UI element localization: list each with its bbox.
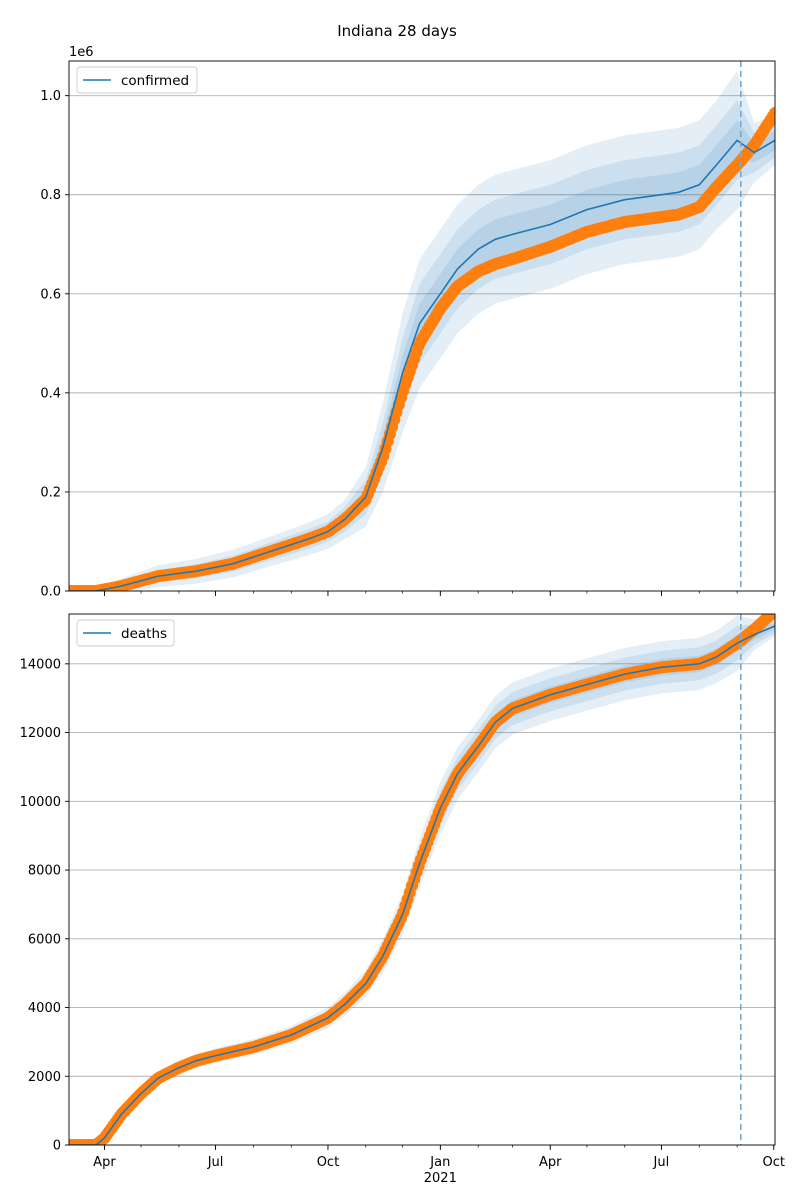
x-tick-label: Jul <box>207 1155 224 1170</box>
x-tick-label: Oct <box>317 1155 339 1170</box>
legend-label: deaths <box>121 626 167 642</box>
x-tick-label: Jan <box>429 1155 450 1170</box>
observed-point <box>766 614 775 619</box>
x-tick-label: Apr <box>93 1155 116 1170</box>
x-year-label: 2021 <box>424 1171 457 1186</box>
y-tick-label: 14000 <box>20 657 61 672</box>
model-line-confirmed <box>69 139 775 591</box>
chart-title: Indiana 28 days <box>337 22 457 40</box>
y-offset-label: 1e6 <box>69 45 94 60</box>
y-tick-label: 0.2 <box>40 485 61 500</box>
panel-deaths: 0 2000 4000 6000 8000 10000 12000 14000 Apr Jul Oc… <box>20 613 785 1186</box>
y-tick-label: 0.4 <box>40 386 61 401</box>
legend-box <box>76 66 198 94</box>
model-line-deaths <box>69 625 775 1145</box>
x-tick-label: Jul <box>653 1155 670 1170</box>
y-tick-label: 0 <box>53 1139 61 1154</box>
y-tick-label: 1.0 <box>40 89 61 104</box>
legend-box <box>76 619 175 647</box>
y-tick-label: 0.8 <box>40 188 61 203</box>
axes-frame <box>68 613 776 1146</box>
uncertainty-band-3 <box>69 120 775 591</box>
plot-area-confirmed <box>69 61 775 591</box>
plot-area-deaths <box>69 614 775 1145</box>
observed-point <box>770 614 775 617</box>
y-tick-label: 0.0 <box>40 585 61 600</box>
legend-confirmed: confirmed <box>76 66 198 94</box>
y-tick-label: 10000 <box>20 795 61 810</box>
observed-point <box>769 107 775 119</box>
y-tick-label: 8000 <box>28 864 61 879</box>
y-tick-label: 12000 <box>20 726 61 741</box>
y-tick-label: 6000 <box>28 932 61 947</box>
axes-frame <box>68 60 776 592</box>
y-tick-label: 2000 <box>28 1070 61 1085</box>
y-tick-label: 0.6 <box>40 287 61 302</box>
legend-label: confirmed <box>121 73 189 89</box>
y-tick-label: 4000 <box>28 1001 61 1016</box>
x-tick-label: Apr <box>539 1155 562 1170</box>
x-tick-label: Oct <box>763 1155 785 1170</box>
legend-deaths: deaths <box>76 619 175 647</box>
panel-confirmed: 0.0 0.2 0.4 0.6 0.8 1.0 1e6 confirmed <box>40 45 776 600</box>
uncertainty-band-1 <box>69 615 775 1145</box>
